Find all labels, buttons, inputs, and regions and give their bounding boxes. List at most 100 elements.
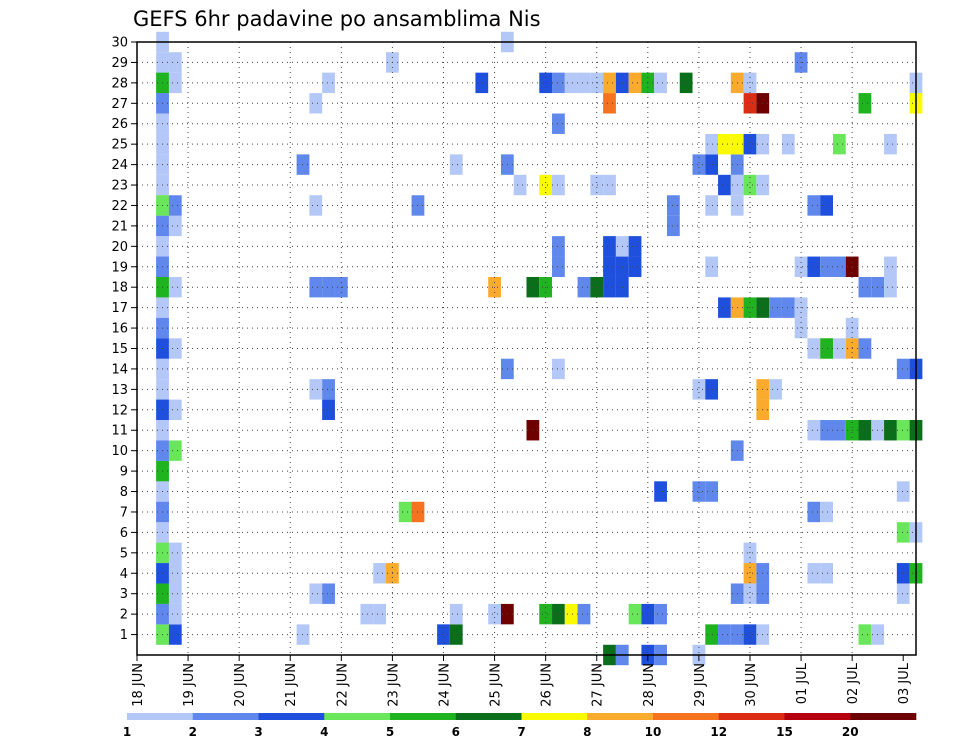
colorbar-segment (587, 713, 654, 720)
heatmap-cell (168, 399, 182, 421)
y-tick-label: 26 (111, 117, 128, 132)
heatmap-cell (449, 603, 463, 625)
heatmap-cell (884, 276, 897, 298)
heatmap-cell (654, 603, 667, 625)
y-tick-label: 27 (111, 97, 128, 112)
heatmap-cell (168, 624, 182, 645)
heatmap-cell (552, 113, 565, 134)
heatmap-cell (168, 542, 182, 564)
heatmap-cell (603, 93, 616, 114)
x-tick-label: 03 JUL (897, 662, 912, 704)
x-tick-label: 23 JUN (386, 663, 401, 707)
heatmap-cell (539, 174, 553, 196)
heatmap-cell (168, 52, 182, 73)
heatmap-cell (168, 195, 182, 216)
y-tick-label: 16 (111, 322, 128, 337)
heatmap-cell (654, 72, 667, 94)
heatmap-cell (743, 624, 757, 645)
heatmap-cell (743, 93, 757, 114)
heatmap-cell (552, 603, 565, 625)
heatmap-cell (590, 174, 604, 196)
heatmap-cell (309, 93, 323, 114)
y-tick-label: 20 (111, 240, 128, 255)
heatmap-cell (628, 603, 642, 625)
y-tick-label: 1 (120, 628, 128, 643)
heatmap-cell (168, 72, 182, 94)
colorbar-label: 4 (320, 725, 328, 739)
heatmap-cell (832, 338, 846, 359)
heatmap-cell (603, 236, 616, 257)
heatmap-cell (322, 379, 335, 400)
heatmap-cell (168, 338, 182, 359)
heatmap-cell (896, 481, 910, 502)
heatmap-cell (820, 256, 833, 277)
y-tick-label: 4 (120, 567, 128, 582)
heatmap-cell (820, 338, 833, 359)
chart-title: GEFS 6hr padavine po ansamblima Nis (133, 7, 541, 31)
heatmap-cell (896, 522, 910, 543)
heatmap-cell (832, 133, 846, 155)
heatmap-cell (628, 72, 642, 94)
heatmap-cell (896, 420, 910, 441)
heatmap-cell (654, 481, 667, 502)
x-tick-label: 18 JUN (131, 663, 146, 707)
y-tick-label: 15 (111, 342, 128, 357)
colorbar-label: 2 (189, 725, 197, 739)
heatmap-cell (309, 583, 323, 604)
y-tick-label: 24 (111, 158, 128, 173)
heatmap-cell (820, 501, 833, 523)
heatmap-cell (552, 72, 565, 94)
heatmap-cell (513, 174, 527, 196)
heatmap-cell (552, 256, 565, 277)
heatmap-cell (718, 624, 731, 645)
heatmap-cell (309, 276, 323, 298)
heatmap-cell (168, 603, 182, 625)
heatmap-cell (603, 276, 616, 298)
x-tick-label: 22 JUN (335, 663, 350, 707)
x-tick-label: 28 JUN (642, 663, 657, 707)
y-tick-label: 14 (111, 362, 128, 377)
colorbar-label: 8 (583, 725, 591, 739)
heatmap-cell (807, 195, 821, 216)
heatmap-cell (437, 624, 450, 645)
y-tick-label: 2 (120, 608, 128, 623)
heatmap-cell (577, 603, 591, 625)
heatmap-cell (692, 379, 706, 400)
heatmap-cell (168, 440, 182, 461)
heatmap-cell (807, 420, 821, 441)
heatmap-cell (552, 358, 565, 380)
heatmap-cell (718, 174, 731, 196)
heatmap-cell (705, 624, 719, 645)
heatmap-cell (398, 501, 412, 523)
heatmap-cell (820, 195, 833, 216)
heatmap-cell (705, 256, 719, 277)
y-tick-label: 10 (111, 444, 128, 459)
heatmap-cell (718, 297, 731, 318)
colorbar-segment (521, 713, 588, 720)
colorbar-label: 15 (776, 725, 793, 739)
colorbar-segment (192, 713, 259, 720)
heatmap-cell (666, 215, 680, 237)
heatmap-cell (896, 583, 910, 604)
heatmap-cell (552, 174, 565, 196)
colorbar-segment (784, 713, 851, 720)
heatmap-cell (794, 256, 808, 277)
colorbar-label: 6 (452, 725, 460, 739)
colorbar-label: 7 (517, 725, 525, 739)
heatmap-cell (807, 501, 821, 523)
heatmap-cell (449, 154, 463, 175)
colorbar-segment (258, 713, 325, 720)
heatmap-cell (628, 256, 642, 277)
y-tick-label: 23 (111, 179, 128, 194)
x-tick-label: 01 JUL (795, 662, 810, 704)
heatmap-cell (373, 603, 387, 625)
heatmap-cell (794, 317, 808, 339)
y-tick-label: 25 (111, 138, 128, 153)
heatmap-cell (743, 563, 757, 584)
heatmap-cell (449, 624, 463, 645)
heatmap-cell (322, 399, 335, 421)
colorbar-label: 5 (386, 725, 394, 739)
heatmap-cell (858, 93, 872, 114)
heatmap-cell (168, 563, 182, 584)
heatmap-cell (296, 154, 310, 175)
